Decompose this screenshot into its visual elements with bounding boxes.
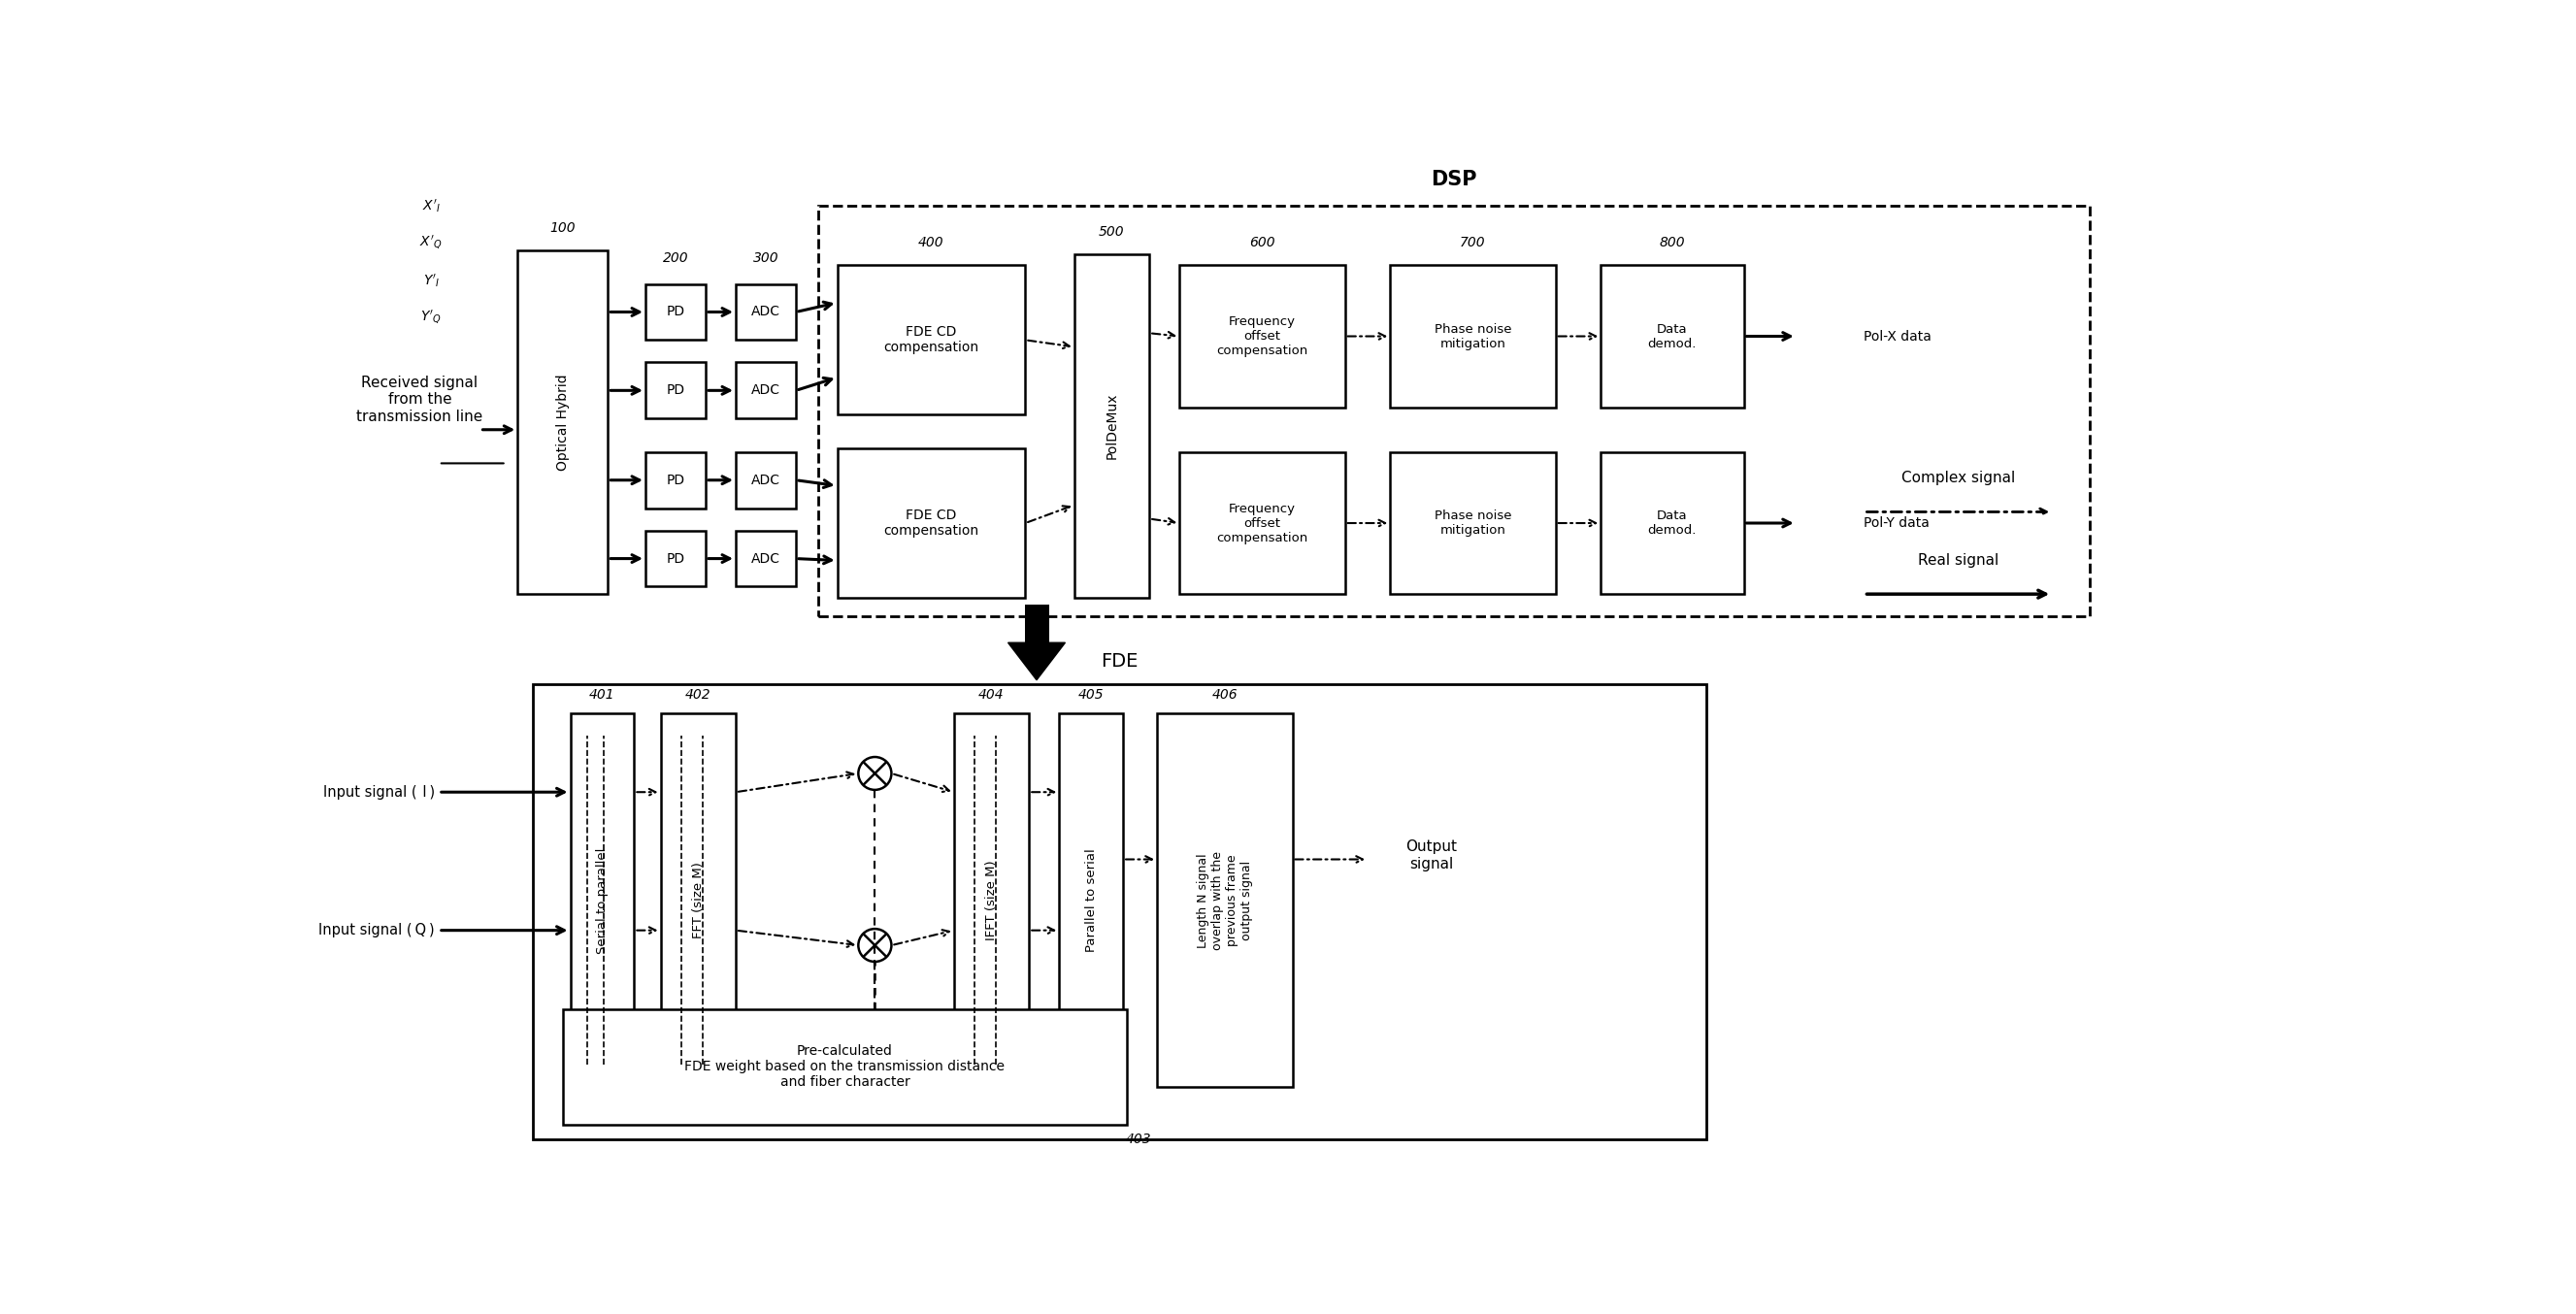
FancyBboxPatch shape	[1600, 452, 1744, 594]
Text: Data
demod.: Data demod.	[1649, 323, 1698, 350]
Text: 406: 406	[1211, 689, 1236, 702]
Text: 401: 401	[590, 689, 616, 702]
Text: Pre-calculated
FDE weight based on the transmission distance
and fiber character: Pre-calculated FDE weight based on the t…	[685, 1045, 1005, 1089]
Text: 600: 600	[1249, 237, 1275, 250]
FancyBboxPatch shape	[562, 1009, 1126, 1125]
Text: Pol-X data: Pol-X data	[1865, 330, 1932, 343]
FancyBboxPatch shape	[1180, 452, 1345, 594]
FancyBboxPatch shape	[569, 714, 634, 1087]
Text: Data
demod.: Data demod.	[1649, 510, 1698, 536]
Text: FFT (size M): FFT (size M)	[693, 862, 703, 938]
Text: Complex signal: Complex signal	[1901, 470, 2014, 486]
Text: FDE: FDE	[1100, 652, 1139, 670]
FancyBboxPatch shape	[737, 452, 796, 509]
FancyBboxPatch shape	[819, 205, 2089, 616]
Text: Length N signal
overlap with the
previous frame
output signal: Length N signal overlap with the previou…	[1195, 851, 1252, 950]
FancyBboxPatch shape	[647, 531, 706, 586]
Text: Input signal ( Q ): Input signal ( Q )	[319, 922, 435, 938]
Text: Phase noise
mitigation: Phase noise mitigation	[1435, 323, 1512, 350]
Text: ADC: ADC	[752, 305, 781, 319]
FancyBboxPatch shape	[837, 265, 1025, 415]
FancyBboxPatch shape	[737, 284, 796, 340]
Text: Serial to parallel: Serial to parallel	[595, 848, 608, 954]
Text: 800: 800	[1659, 237, 1685, 250]
FancyBboxPatch shape	[1074, 254, 1149, 598]
Text: PD: PD	[667, 473, 685, 487]
Text: DSP: DSP	[1432, 170, 1476, 189]
Text: FDE CD
compensation: FDE CD compensation	[884, 509, 979, 537]
Text: Pol-Y data: Pol-Y data	[1865, 516, 1929, 530]
Text: 405: 405	[1079, 689, 1105, 702]
FancyBboxPatch shape	[1180, 265, 1345, 407]
Text: Real signal: Real signal	[1917, 553, 1999, 568]
Text: 404: 404	[979, 689, 1005, 702]
FancyBboxPatch shape	[737, 363, 796, 418]
Text: Parallel to serial: Parallel to serial	[1084, 849, 1097, 953]
Text: Phase noise
mitigation: Phase noise mitigation	[1435, 510, 1512, 536]
Text: PolDeMux: PolDeMux	[1105, 393, 1118, 459]
Text: Input signal (  I ): Input signal ( I )	[322, 784, 435, 799]
Text: PD: PD	[667, 305, 685, 319]
FancyBboxPatch shape	[1391, 265, 1556, 407]
FancyBboxPatch shape	[1059, 714, 1123, 1087]
FancyBboxPatch shape	[837, 448, 1025, 598]
FancyBboxPatch shape	[647, 363, 706, 418]
Text: 400: 400	[920, 237, 945, 250]
Text: $X'_I$: $X'_I$	[422, 197, 440, 214]
Text: 700: 700	[1461, 237, 1486, 250]
Text: 403: 403	[1126, 1133, 1151, 1146]
Text: Received signal
from the
transmission line: Received signal from the transmission li…	[355, 376, 484, 424]
Text: Optical Hybrid: Optical Hybrid	[556, 374, 569, 470]
FancyBboxPatch shape	[647, 284, 706, 340]
FancyBboxPatch shape	[1600, 265, 1744, 407]
Text: 500: 500	[1100, 225, 1126, 238]
FancyBboxPatch shape	[953, 714, 1028, 1087]
FancyBboxPatch shape	[533, 683, 1705, 1139]
FancyBboxPatch shape	[659, 714, 737, 1087]
FancyBboxPatch shape	[1391, 452, 1556, 594]
Text: PD: PD	[667, 552, 685, 565]
Polygon shape	[1007, 643, 1066, 681]
Text: PD: PD	[667, 384, 685, 397]
Text: $Y'_Q$: $Y'_Q$	[420, 309, 440, 326]
Text: 100: 100	[549, 221, 574, 235]
Text: ADC: ADC	[752, 384, 781, 397]
Text: ADC: ADC	[752, 552, 781, 565]
Text: 300: 300	[752, 251, 778, 264]
Text: Frequency
offset
compensation: Frequency offset compensation	[1216, 315, 1309, 357]
Text: Output
signal: Output signal	[1406, 840, 1458, 871]
FancyBboxPatch shape	[518, 251, 608, 594]
Text: 200: 200	[662, 251, 688, 264]
Text: $Y'_I$: $Y'_I$	[422, 272, 440, 289]
Text: Frequency
offset
compensation: Frequency offset compensation	[1216, 502, 1309, 544]
Text: 402: 402	[685, 689, 711, 702]
Text: IFFT (size M): IFFT (size M)	[984, 861, 997, 941]
FancyBboxPatch shape	[737, 531, 796, 586]
Text: ADC: ADC	[752, 473, 781, 487]
FancyBboxPatch shape	[647, 452, 706, 509]
Text: $X'_Q$: $X'_Q$	[420, 234, 443, 252]
Text: FDE CD
compensation: FDE CD compensation	[884, 326, 979, 355]
FancyBboxPatch shape	[1157, 714, 1293, 1087]
